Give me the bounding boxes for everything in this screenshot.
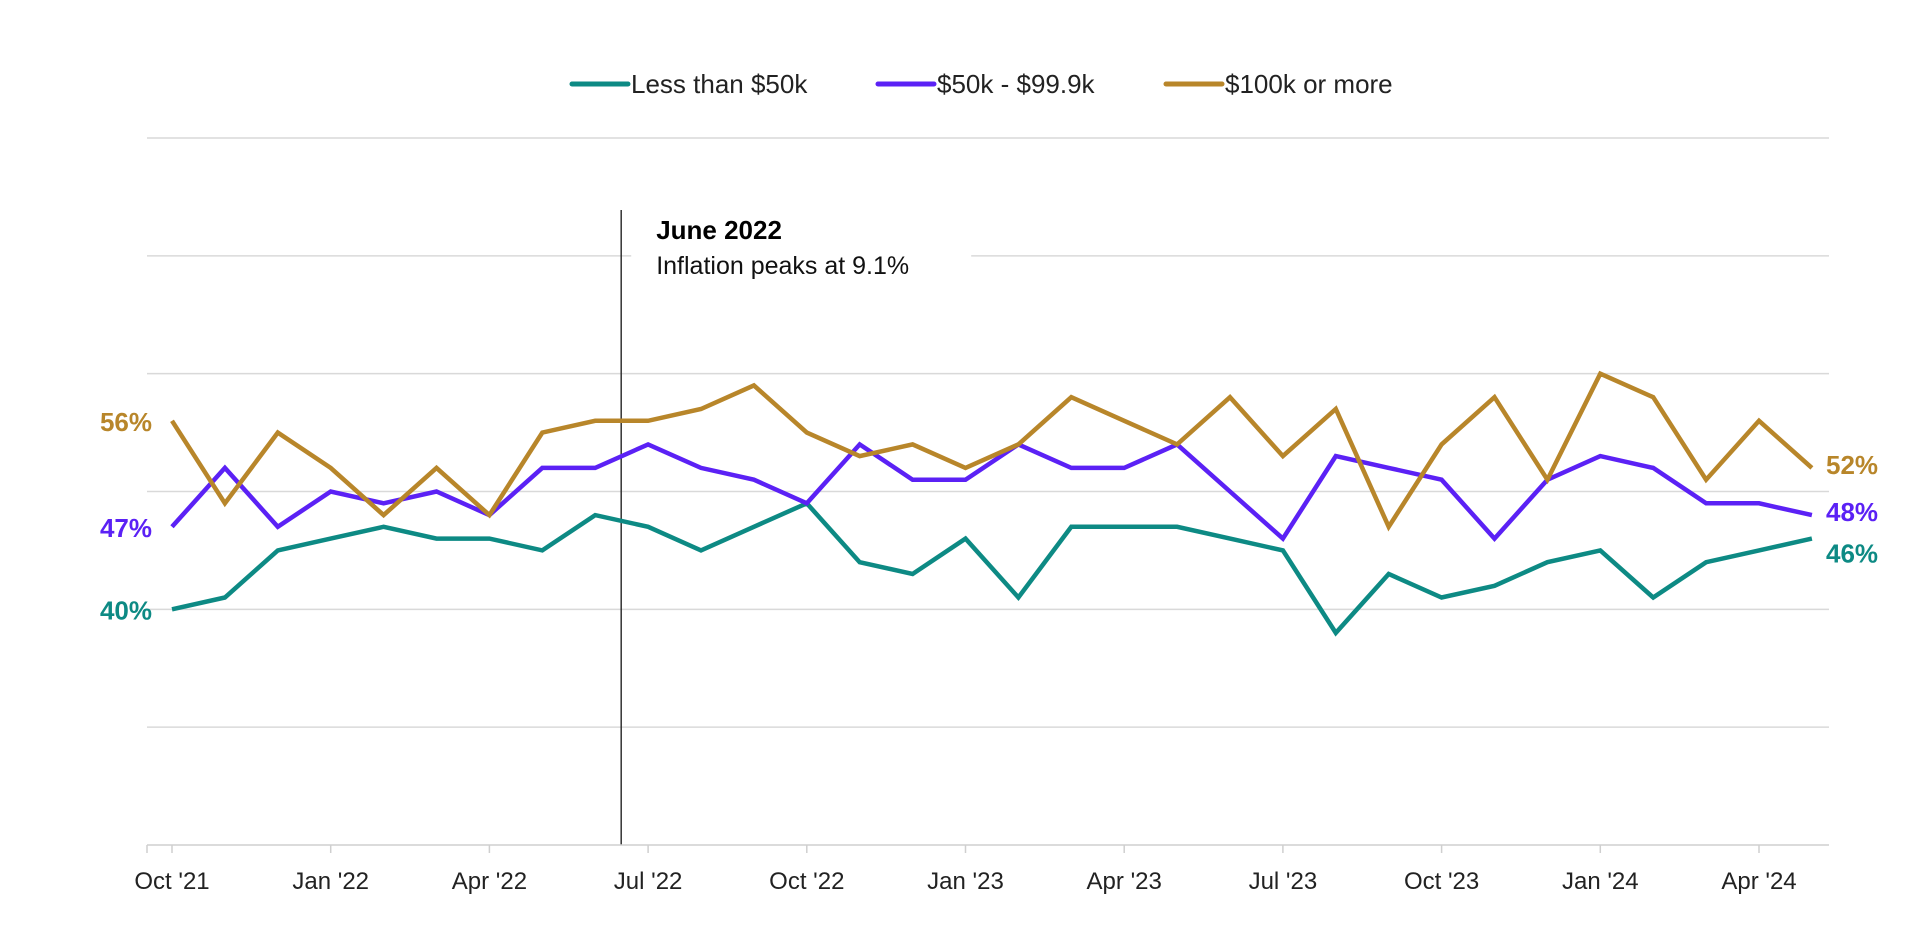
x-tick-label: Apr '24	[1721, 868, 1796, 895]
x-tick-label: Jul '23	[1249, 868, 1318, 895]
legend-label: $100k or more	[1225, 69, 1393, 99]
legend-label: $50k - $99.9k	[937, 69, 1096, 99]
series-start-label: 47%	[100, 513, 152, 543]
series-line-2	[170, 441, 1813, 543]
gridlines	[147, 137, 1829, 728]
x-tick-label: Jul '22	[614, 868, 683, 895]
series-end-label: 46%	[1826, 539, 1878, 569]
x-tick-label: Apr '23	[1087, 868, 1162, 895]
legend-item[interactable]: $100k or more	[1163, 69, 1393, 99]
legend-item[interactable]: $50k - $99.9k	[875, 69, 1096, 99]
annotation-background	[631, 212, 972, 286]
x-tick-label: Oct '21	[134, 868, 209, 895]
annotation-title: June 2022	[656, 215, 782, 245]
series-end-labels: 40% 46% 47% 48% 56% 52%	[100, 407, 1878, 626]
legend-label: Less than $50k	[631, 69, 808, 99]
annotation-text: Inflation peaks at 9.1%	[656, 252, 909, 280]
x-axis: Oct '21 Jan '22 Apr '22 Jul '22 Oct '22 Jan '…	[134, 844, 1829, 895]
series-end-label: 48%	[1826, 497, 1878, 527]
series-start-label: 40%	[100, 595, 152, 625]
series-lines	[170, 370, 1814, 637]
x-tick-label: Oct '23	[1404, 868, 1479, 895]
x-tick-label: Jan '24	[1562, 868, 1639, 895]
series-line-3	[170, 370, 1814, 532]
legend[interactable]: Less than $50k $50k - $99.9k $100k or more	[569, 69, 1393, 99]
annotation: June 2022 Inflation peaks at 9.1%	[620, 210, 972, 845]
series-line-1	[171, 500, 1813, 637]
series-start-label: 56%	[100, 407, 152, 437]
legend-item[interactable]: Less than $50k	[569, 69, 808, 99]
x-tick-label: Oct '22	[769, 868, 844, 895]
x-tick-label: Jan '22	[292, 868, 369, 895]
series-end-label: 52%	[1826, 450, 1878, 480]
x-tick-label: Jan '23	[927, 868, 1004, 895]
x-tick-label: Apr '22	[452, 868, 527, 895]
